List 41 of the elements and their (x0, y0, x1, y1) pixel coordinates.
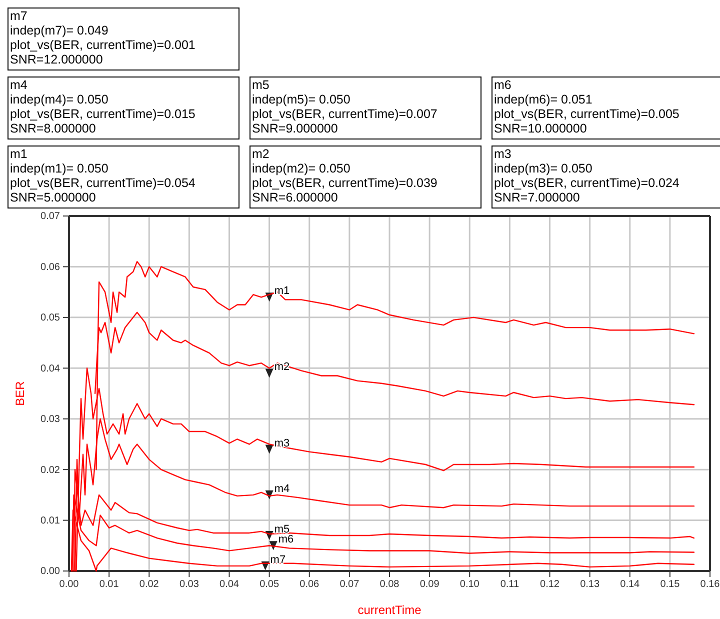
x-tick-label: 0.15 (660, 579, 680, 590)
annotation: m4 (274, 482, 290, 495)
y-tick-label: 0.00 (40, 566, 60, 578)
text: m3 indep(m3)= 0.050 plot_vs(BER, currentTime)=0.024 SNR=7.000000 (494, 147, 680, 204)
y-tick-label: 0.07 (40, 211, 60, 222)
text: m6 indep(m6)= 0.051 plot_vs(BER, currentTime)=0.005 SNR=10.000000 (494, 78, 680, 136)
text: m7 indep(m7)= 0.049 plot_vs(BER, currentTime)=0.001 SNR=12.000000 (10, 9, 196, 66)
x-axis-title: currentTime (358, 603, 422, 617)
x-tick-label: 0.14 (620, 579, 640, 590)
x-tick-label: 0.05 (260, 579, 280, 590)
x-tick-label: 0.12 (540, 579, 560, 590)
y-tick-label: 0.05 (40, 312, 60, 324)
y-axis-title: BER (13, 380, 27, 406)
text: m4 indep(m4)= 0.050 plot_vs(BER, currentTime)=0.015 SNR=8.000000 (10, 78, 196, 136)
annotation: m3 (274, 437, 290, 450)
text: m1 indep(m1)= 0.050 plot_vs(BER, currentTime)=0.054 SNR=5.000000 (10, 147, 196, 204)
x-tick-label: 0.07 (340, 579, 360, 590)
annotation: m7 (270, 554, 286, 566)
y-tick-label: 0.01 (40, 515, 60, 526)
annotation: m1 (274, 285, 290, 298)
x-tick-label: 0.16 (700, 579, 720, 590)
x-tick-label: 0.01 (99, 579, 120, 590)
text: m2 indep(m2)= 0.050 plot_vs(BER, currentTime)=0.039 SNR=6.000000 (252, 147, 438, 204)
annotation: m6 (278, 534, 294, 546)
y-tick-label: 0.04 (40, 363, 60, 374)
x-tick-label: 0.06 (300, 579, 320, 590)
x-tick-label: 0.08 (380, 579, 400, 590)
x-tick-label: 0.10 (460, 579, 480, 590)
y-tick-label: 0.03 (40, 414, 60, 426)
annotation: m2 (274, 361, 290, 374)
x-tick-label: 0.13 (580, 579, 600, 590)
x-tick-label: 0.00 (59, 579, 80, 590)
y-tick-label: 0.06 (40, 262, 60, 273)
y-tick-label: 0.02 (40, 464, 60, 476)
x-tick-label: 0.03 (179, 579, 200, 590)
annotation: m5 (274, 524, 290, 536)
x-tick-label: 0.04 (220, 579, 240, 590)
x-tick-label: 0.11 (500, 579, 520, 590)
x-tick-label: 0.02 (139, 579, 160, 590)
x-tick-label: 0.09 (420, 579, 440, 590)
text: m5 indep(m5)= 0.050 plot_vs(BER, currentTime)=0.007 SNR=9.000000 (252, 78, 438, 136)
